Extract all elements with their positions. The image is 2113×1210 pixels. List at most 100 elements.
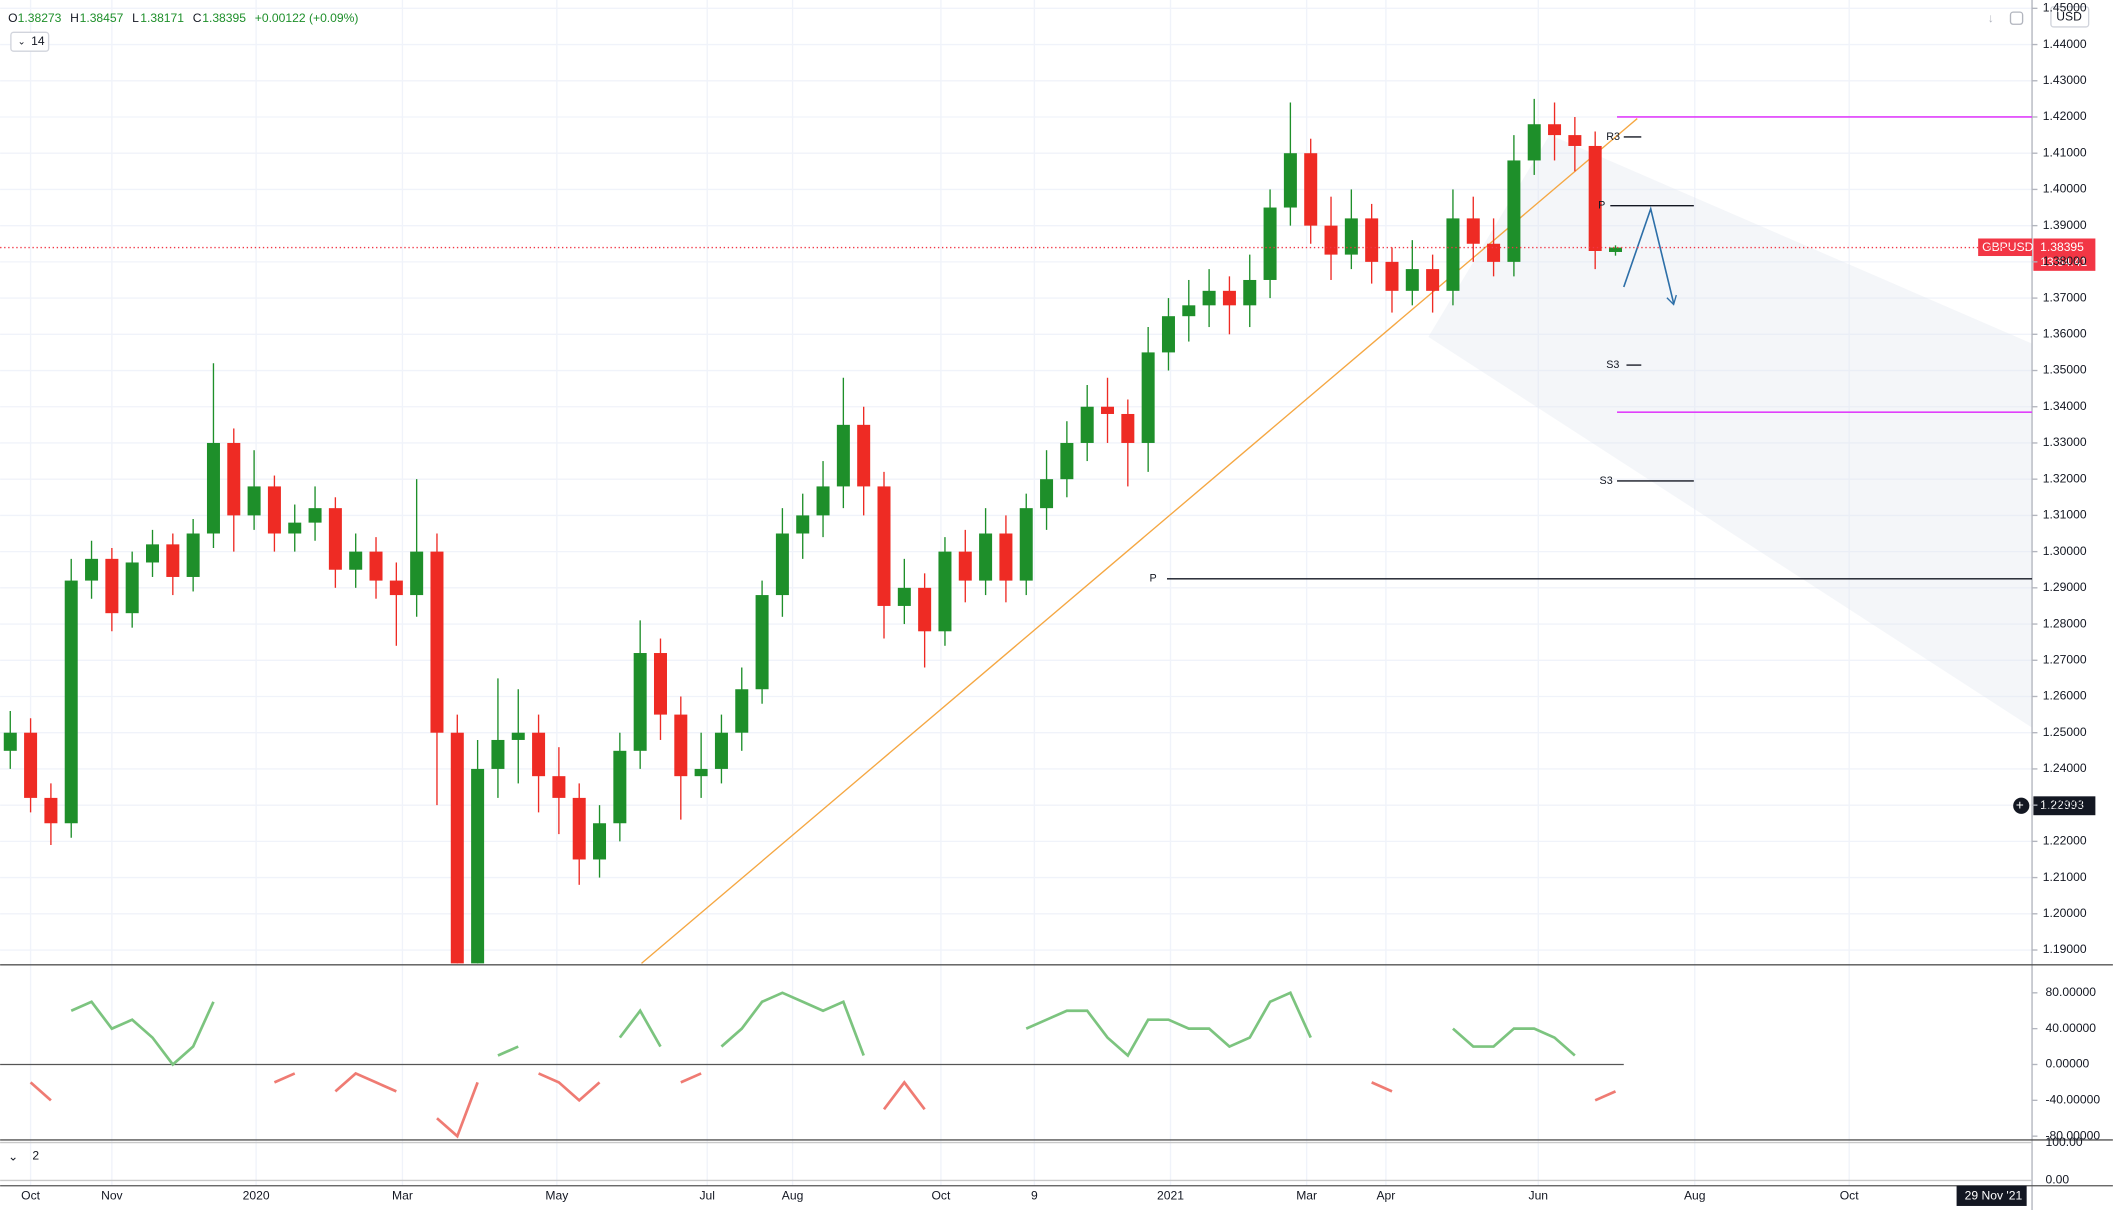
candle-body [491, 739, 505, 769]
x-tick-label: 2020 [243, 1189, 270, 1203]
candle-body [1283, 153, 1297, 208]
x-tick-label: Aug [1684, 1189, 1706, 1203]
candle-body [877, 486, 891, 606]
stoch-toggle[interactable]: ⌄ [8, 1150, 18, 1164]
osc-line [334, 1071, 397, 1093]
candle-body [1040, 479, 1054, 509]
y-tick-label: 1.37000 [2043, 290, 2087, 304]
candle-body [1202, 290, 1216, 306]
osc-line [70, 1000, 215, 1067]
low-value: 1.38171 [140, 11, 184, 25]
plus-icon: + [2016, 797, 2024, 812]
y-tick-label: 1.39000 [2043, 218, 2087, 232]
y-tick-label: 1.27000 [2043, 652, 2087, 666]
pivot-label: P [1149, 573, 1156, 585]
currency-button[interactable] [2050, 6, 2090, 28]
x-tick-label: Mar [1296, 1189, 1317, 1203]
candle-body [44, 797, 58, 824]
x-tick-label: Jun [1529, 1189, 1549, 1203]
candle-body [775, 533, 789, 596]
y-tick-label: 1.22000 [2043, 834, 2087, 848]
candle-body [1608, 247, 1623, 252]
y-tick-label: 1.45000 [2043, 1, 2087, 15]
candle-body [247, 486, 261, 516]
candle-body [1405, 269, 1419, 291]
x-tick-label: Oct [21, 1189, 40, 1203]
indicator-length: 14 [31, 34, 45, 48]
candle-body [3, 732, 17, 751]
candle-body [1243, 279, 1257, 306]
y-tick-label: 1.32000 [2043, 471, 2087, 485]
y-tick-label: 1.38000 [2043, 254, 2087, 268]
candle-body [857, 424, 871, 487]
candle-body [1568, 135, 1582, 146]
candle-body [288, 522, 302, 534]
osc-line [1371, 1081, 1393, 1093]
y-tick-label: 1.19000 [2043, 942, 2087, 956]
candle-body [1365, 218, 1379, 262]
candle-body [166, 544, 180, 577]
candle-body [24, 732, 38, 798]
x-tick-label: Aug [782, 1189, 804, 1203]
candle-body [714, 732, 728, 769]
candle-body [532, 732, 546, 777]
candle-body [1548, 124, 1562, 136]
y-tick-label: 1.33000 [2043, 435, 2087, 449]
reset-icon[interactable] [2009, 11, 2024, 25]
pivot-label: P [1598, 200, 1605, 212]
open-label: O [8, 11, 17, 25]
candle-body [369, 551, 383, 581]
stoch-tick-label: 0.00 [2046, 1173, 2070, 1187]
pivot-label: R3 [1606, 131, 1620, 143]
candle-body [410, 551, 424, 596]
crosshair-price: 1.22993 [2040, 798, 2084, 812]
candle-body [1588, 145, 1602, 251]
candle-body [1060, 442, 1074, 480]
osc-tick-label: -40.00000 [2046, 1093, 2101, 1107]
candles [3, 98, 1623, 964]
countdown: 13:54:41 [2040, 255, 2087, 269]
crosshair-plus[interactable] [2013, 797, 2030, 814]
osc-line [1452, 1027, 1576, 1057]
close-label: C [193, 11, 202, 25]
y-tick-label: 1.21000 [2043, 870, 2087, 884]
candle-body [105, 558, 119, 614]
projection-arrow [1666, 294, 1677, 306]
x-tick-label: Jul [699, 1189, 714, 1203]
x-tick-label: 9 [1031, 1189, 1038, 1203]
candle-body [755, 595, 769, 690]
crosshair-date: 29 Nov '21 [1965, 1189, 2023, 1203]
osc-line [273, 1072, 296, 1084]
candle-body [1263, 207, 1277, 280]
candle-body [85, 558, 99, 581]
candle-body [938, 551, 952, 632]
candle-body [552, 776, 566, 798]
candle-body [1426, 269, 1440, 291]
projection-path [1623, 205, 1675, 304]
candle-body [267, 486, 281, 534]
candle-body [897, 587, 911, 606]
x-tick-label: Nov [101, 1189, 123, 1203]
y-tick-label: 1.24000 [2043, 761, 2087, 775]
candle-body [1344, 218, 1358, 255]
candle-body [796, 515, 810, 534]
pivot-label: S3 [1606, 359, 1619, 371]
candle-body [1141, 352, 1155, 443]
candle-body [430, 551, 444, 733]
scroll-icon[interactable]: ↓ [1988, 11, 1994, 25]
candle-body [1222, 290, 1236, 306]
osc-tick-label: -80.00000 [2046, 1128, 2101, 1142]
x-tick-label: Apr [1376, 1189, 1395, 1203]
candle-body [816, 486, 830, 516]
osc-line [680, 1072, 702, 1084]
stoch-tick-label: 100.00 [2046, 1135, 2083, 1149]
trend-line [641, 118, 1638, 964]
candle-body [918, 587, 932, 632]
candle-body [1121, 413, 1135, 443]
price-tag [2033, 238, 2096, 271]
indicator-toggle[interactable] [10, 31, 50, 52]
y-tick-label: 1.29000 [2043, 580, 2087, 594]
last-price: 1.38395 [2040, 240, 2084, 254]
close-value: 1.38395 [202, 11, 246, 25]
